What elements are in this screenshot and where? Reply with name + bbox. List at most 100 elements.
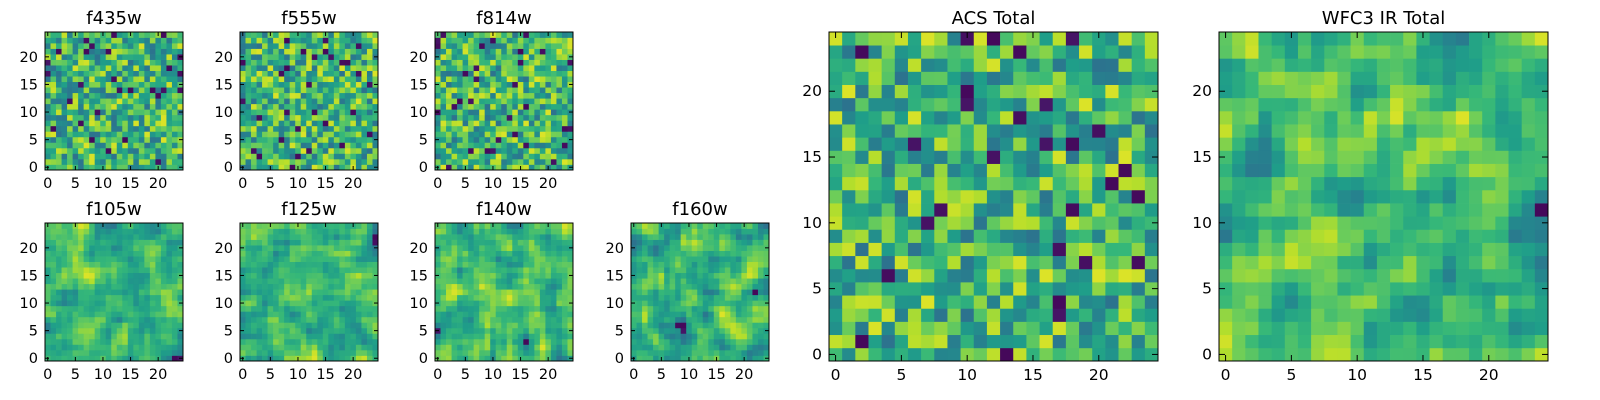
heatmap-cell [1000,321,1014,336]
heatmap-cell [446,305,452,312]
heatmap-cell [251,114,257,121]
heatmap-cell [501,305,508,312]
heatmap-cell [171,278,178,285]
heatmap-cell [333,54,340,60]
heatmap-cell [495,305,502,312]
heatmap-cell [245,87,252,94]
heatmap-cell [94,103,101,110]
heatmap-cell [295,120,302,127]
heatmap-cell [350,234,357,240]
heatmap-cell [262,81,268,88]
heatmap-cell [697,245,704,251]
heatmap-cell [534,120,541,127]
heatmap-cell [339,103,346,110]
heatmap-cell [89,267,96,274]
heatmap-cell [746,327,753,334]
heatmap-cell [160,327,167,334]
heatmap-cell [56,98,62,105]
heatmap-cell [256,349,263,356]
heatmap-cell [306,54,313,60]
heatmap-cell [240,48,246,55]
heatmap-cell [177,344,184,351]
heatmap-cell [512,338,519,345]
heatmap-cell [278,59,285,66]
heatmap-cell [550,349,557,356]
heatmap-cell [1131,203,1146,217]
heatmap-cell [528,43,535,49]
heatmap-cell [155,70,162,77]
heatmap-cell [240,256,246,262]
heatmap-cell [550,267,557,274]
heatmap-cell [116,267,123,274]
heatmap-cell [517,81,524,88]
heatmap-cell [440,239,447,246]
heatmap-cell [133,76,140,83]
heatmap-cell [517,37,524,44]
heatmap-cell [166,322,173,329]
heatmap-cell [462,65,469,71]
heatmap-cell [100,316,107,323]
heatmap-cell [730,228,737,235]
heatmap-cell [907,176,922,191]
heatmap-cell [669,300,676,307]
heatmap-cell [763,283,770,290]
heatmap-cell [528,136,535,143]
y-tick-label: 5 [224,324,233,340]
heatmap-cell [361,245,368,251]
heatmap-cell [829,308,843,322]
heatmap-cell [686,349,693,356]
heatmap-cell [267,234,274,240]
heatmap-cell [372,131,379,138]
heatmap-cell [284,142,291,149]
heatmap-cell [512,103,519,110]
heatmap-cell [256,327,263,334]
heatmap-cell [72,114,79,121]
heatmap-cell [50,70,57,77]
heatmap-cell [160,289,167,296]
heatmap-cell [1013,282,1027,296]
heatmap-cell [240,147,246,154]
heatmap-cell [372,294,379,301]
heatmap-cell [144,294,151,301]
heatmap-cell [100,278,107,285]
heatmap-cell [166,327,173,334]
heatmap-cell [451,32,458,38]
heatmap-cell [317,289,324,296]
heatmap-cell [484,153,491,160]
heatmap-cell [171,54,178,60]
heatmap-cell [133,43,140,49]
heatmap-cell [523,92,530,99]
heatmap-cell [317,316,324,323]
heatmap-cell [669,250,676,257]
heatmap-cell [451,65,458,71]
heatmap-cell [713,294,720,301]
heatmap-cell [83,322,90,329]
heatmap-cell [284,153,291,160]
heatmap-cell [267,59,274,66]
heatmap-cell [322,344,329,351]
heatmap-cell [539,48,546,55]
heatmap-cell [556,305,563,312]
heatmap-cell [333,327,340,334]
heatmap-cell [328,76,335,83]
heatmap-cell [757,250,764,257]
heatmap-cell [177,114,184,121]
heatmap-cell [1118,163,1133,178]
heatmap-cell [144,153,151,160]
heatmap-cell [473,136,480,143]
heatmap-cell [539,98,546,105]
heatmap-cell [306,125,313,132]
heatmap-cell [160,136,167,143]
heatmap-cell [105,70,112,77]
heatmap-cell [1013,321,1027,336]
heatmap-cell [306,283,313,290]
heatmap-cell [289,54,296,60]
heatmap-cell [1065,295,1080,309]
heatmap-cell [490,37,497,44]
heatmap-cell [83,65,90,71]
heatmap-cell [746,322,753,329]
heatmap-cell [495,267,502,274]
heatmap-cell [567,344,574,351]
heatmap-cell [50,48,57,55]
heatmap-cell [278,92,285,99]
